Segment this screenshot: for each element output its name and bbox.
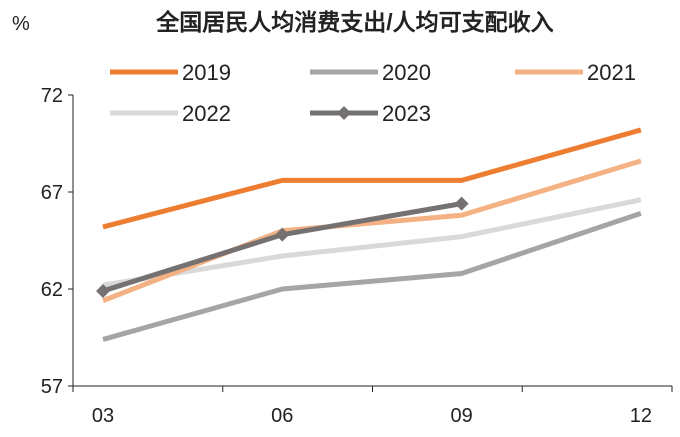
x-tick-label: 09 xyxy=(450,405,472,427)
y-tick-label: 72 xyxy=(41,85,63,107)
axes: 57 62 67 72 03 06 09 12 xyxy=(41,85,673,427)
legend-marker-2023 xyxy=(337,106,351,120)
y-tick-label: 57 xyxy=(41,376,63,398)
y-tick-label: 67 xyxy=(41,182,63,204)
x-tick-label: 03 xyxy=(92,405,114,427)
legend-label: 2023 xyxy=(382,101,431,126)
legend: 2019 2020 2021 2022 2023 xyxy=(110,60,636,126)
data-point-2023 xyxy=(275,227,290,242)
legend-label: 2019 xyxy=(182,60,231,85)
series-lines xyxy=(96,127,642,342)
y-tick-label: 62 xyxy=(41,279,63,301)
x-tick-label: 06 xyxy=(271,405,293,427)
data-point-2023 xyxy=(96,283,110,298)
chart-title: 全国居民人均消费支出/人均可支配收入 xyxy=(155,9,553,35)
data-point-2023 xyxy=(454,196,469,211)
series-line-2019 xyxy=(102,127,642,230)
legend-label: 2022 xyxy=(182,101,231,126)
series-line-2022 xyxy=(102,197,642,288)
x-tick-label: 12 xyxy=(630,405,652,427)
y-axis-unit-label: % xyxy=(12,13,30,35)
series-line-2021 xyxy=(102,158,642,303)
legend-label: 2021 xyxy=(587,60,636,85)
series-line-2020 xyxy=(102,210,642,342)
legend-label: 2020 xyxy=(382,60,431,85)
